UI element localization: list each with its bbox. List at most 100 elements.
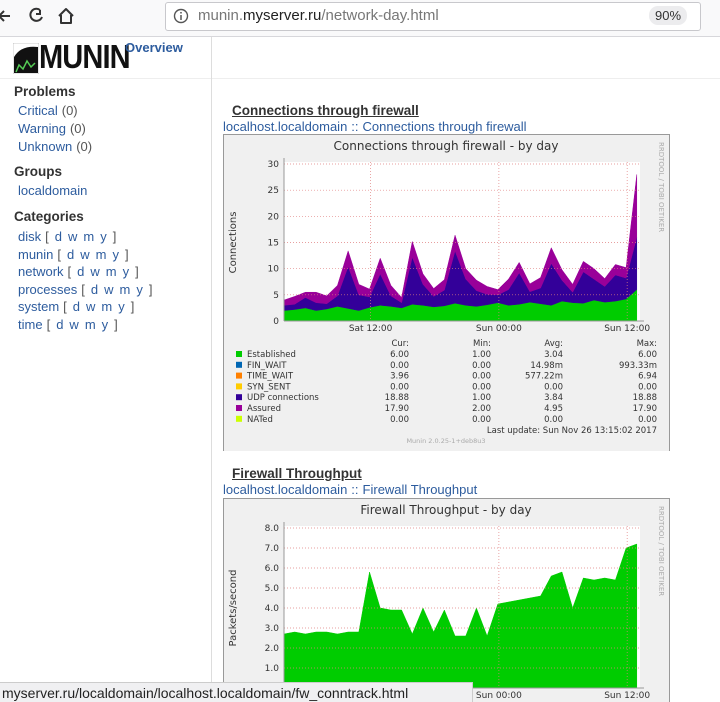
y-tick-label: 20	[268, 212, 280, 222]
legend-stat: 0.00	[544, 382, 563, 392]
plugin-link[interactable]: Firewall Throughput	[362, 482, 478, 497]
sidebar-divider	[211, 37, 212, 702]
category-link[interactable]: time	[18, 317, 43, 332]
period-link[interactable]: w	[80, 246, 90, 262]
period-link[interactable]: d	[90, 281, 99, 297]
legend-swatch	[236, 415, 242, 422]
legend-stat: 0.00	[472, 382, 491, 392]
legend-column-header: Max:	[637, 339, 657, 349]
period-link[interactable]: m	[83, 229, 95, 244]
host-link[interactable]: localhost.localdomain	[223, 482, 348, 497]
graph-title: Firewall Throughput - by day	[360, 503, 531, 517]
legend-stat: 0.00	[390, 382, 409, 392]
plugin-link[interactable]: Connections through firewall	[362, 119, 527, 134]
nav-icons	[0, 7, 74, 24]
category-link[interactable]: processes	[18, 281, 78, 297]
category-row: disk[ d w m y]	[18, 228, 120, 246]
period-link[interactable]: y	[136, 281, 143, 297]
period-link[interactable]: y	[118, 299, 125, 315]
y-tick-label: 30	[268, 160, 280, 170]
problems-heading: Problems	[14, 84, 76, 99]
legend-column-header: Avg:	[544, 339, 563, 349]
graph-heading[interactable]: Firewall Throughput	[232, 466, 362, 481]
url-domain: myserver.ru	[243, 7, 322, 24]
legend-stat: 17.90	[385, 404, 409, 414]
y-tick-label: 5.0	[265, 584, 280, 594]
y-tick-label: 3.0	[265, 624, 280, 634]
y-tick-label: 6.0	[265, 564, 280, 574]
bracket: [	[45, 229, 49, 244]
category-row: system[d w m y]	[18, 298, 138, 316]
period-link[interactable]: w	[67, 229, 78, 244]
back-button[interactable]	[0, 10, 10, 22]
legend-swatch	[236, 351, 242, 357]
period-link[interactable]: d	[67, 246, 75, 262]
legend-stat: 6.94	[638, 372, 657, 382]
period-link[interactable]: d	[77, 264, 85, 280]
bracket: ]	[114, 317, 118, 332]
problem-link[interactable]: Critical	[18, 103, 58, 118]
period-link[interactable]: m	[95, 246, 107, 262]
period-link[interactable]: w	[69, 317, 79, 332]
legend-name: UDP connections	[247, 393, 319, 403]
category-link[interactable]: system	[18, 299, 60, 315]
problem-count: (0)	[76, 139, 93, 154]
problem-link[interactable]: Warning	[18, 121, 66, 136]
period-link[interactable]: m	[119, 281, 131, 297]
overview-link[interactable]: Overview	[125, 40, 183, 55]
x-tick-label: Sat 12:00	[349, 324, 393, 334]
status-bar: myserver.ru/localdomain/localhost.locald…	[0, 682, 473, 702]
url-bar[interactable]	[165, 2, 701, 31]
legend-stat: 0.00	[638, 382, 657, 392]
period-link[interactable]: y	[101, 317, 109, 332]
period-link[interactable]: m	[84, 317, 96, 332]
category-link[interactable]: munin	[18, 246, 54, 262]
home-button[interactable]	[58, 8, 74, 24]
period-link[interactable]: y	[100, 229, 107, 244]
header-divider	[212, 78, 720, 79]
period-link[interactable]: d	[56, 317, 64, 332]
legend-stat: 1.00	[472, 393, 491, 403]
bracket: ]	[112, 229, 117, 244]
bracket: ]	[125, 246, 129, 262]
legend-name: Established	[247, 350, 296, 360]
period-link[interactable]: y	[112, 246, 120, 262]
period-link[interactable]: w	[90, 264, 100, 280]
graph-heading[interactable]: Connections through firewall	[232, 103, 419, 118]
period-link[interactable]: m	[101, 299, 113, 315]
area	[283, 174, 638, 306]
period-link[interactable]: m	[105, 264, 117, 280]
reload-button[interactable]	[29, 7, 43, 22]
x-tick-label: Sun 00:00	[476, 691, 522, 701]
period-link[interactable]: y	[122, 264, 130, 280]
bracket: [	[63, 299, 67, 315]
legend-name: SYN_SENT	[247, 382, 291, 392]
graph-image[interactable]: Connections through firewall - by day RRD…	[223, 134, 670, 451]
legend-name: NATed	[247, 415, 273, 425]
legend-swatch	[236, 394, 242, 401]
y-tick-label: 15	[268, 239, 279, 249]
legend-stat: 993.33m	[619, 361, 657, 371]
legend-swatch	[236, 372, 242, 379]
legend-stat: 18.88	[385, 393, 409, 403]
y-axis-label: Packets/second	[228, 570, 239, 647]
side-label: RRDTOOL / TOBI OETIKER	[657, 142, 665, 232]
graph-title: Connections through firewall - by day	[334, 139, 559, 153]
period-link[interactable]: d	[72, 299, 81, 315]
period-link[interactable]: w	[104, 281, 114, 297]
period-link[interactable]: d	[54, 229, 62, 244]
host-link[interactable]: localhost.localdomain	[223, 119, 348, 134]
zoom-badge[interactable]: 90%	[649, 6, 687, 25]
category-link[interactable]: network	[18, 264, 64, 280]
category-link[interactable]: disk	[18, 229, 42, 244]
category-row: processes[d w m y]	[18, 281, 156, 299]
period-link[interactable]: w	[86, 299, 96, 315]
problem-link[interactable]: Unknown	[18, 139, 73, 154]
legend-stat: 0.00	[472, 415, 491, 425]
group-link[interactable]: localdomain	[18, 183, 88, 198]
info-icon[interactable]	[173, 8, 189, 24]
y-axis-label: Connections	[228, 212, 239, 274]
y-tick-label: 2.0	[265, 644, 280, 654]
graph-image[interactable]: Firewall Throughput - by day RRDTOOL / TO…	[223, 498, 670, 702]
